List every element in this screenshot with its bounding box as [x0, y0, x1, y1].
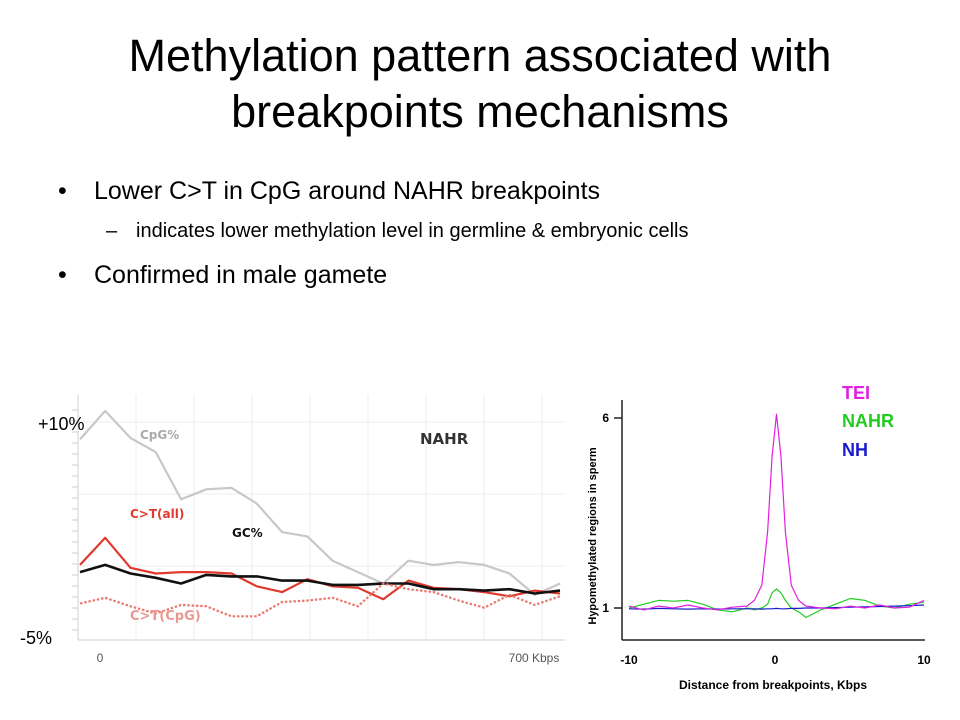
sub-bullet-1: indicates lower methylation level in ger…: [58, 216, 938, 246]
left-series-line-0: [79, 409, 561, 597]
series-label-cpg: CpG%: [140, 428, 179, 442]
right-series-group: [628, 413, 925, 619]
x-tick-label-0: 0: [772, 653, 779, 667]
left-y-ticks: [72, 409, 78, 631]
series-label-gc: GC%: [232, 526, 263, 540]
legend-nh: NH: [842, 440, 868, 460]
right-x-axis-label: Distance from breakpoints, Kbps: [679, 678, 867, 692]
title-line-2: breakpoints mechanisms: [231, 86, 729, 137]
y-tick-label-6: 6: [602, 411, 609, 425]
x-tick-label-10: 10: [917, 653, 931, 667]
left-series-group: [79, 409, 561, 618]
series-label-ct-all: C>T(all): [130, 507, 184, 521]
bullet-list: Lower C>T in CpG around NAHR breakpoints…: [58, 172, 938, 294]
slide-title: Methylation pattern associated with brea…: [0, 28, 960, 140]
left-x-start-label: 0: [97, 651, 104, 665]
left-y-bottom-label: -5%: [20, 628, 52, 648]
series-label-ct-cpg: C>T(CpG): [130, 609, 201, 624]
left-y-top-label: +10%: [38, 414, 85, 434]
bullet-1: Lower C>T in CpG around NAHR breakpoints: [58, 172, 938, 210]
x-tick-label-minus10: -10: [620, 653, 638, 667]
right-y-axis-label: Hypomethylated regions in sperm: [587, 447, 599, 624]
left-grid: [78, 395, 565, 640]
bullet-2: Confirmed in male gamete: [58, 256, 938, 294]
legend-nahr: NAHR: [842, 411, 894, 431]
left-chart-title: NAHR: [420, 430, 469, 448]
left-x-end-label: 700 Kbps: [509, 651, 560, 665]
y-tick-label-1: 1: [602, 601, 609, 615]
left-series-line-2: [79, 563, 561, 595]
title-line-1: Methylation pattern associated with: [128, 30, 832, 81]
right-series-line-0: [628, 413, 925, 611]
right-series-line-1: [628, 588, 925, 619]
legend-tei: TEI: [842, 383, 870, 403]
left-series-line-3: [79, 582, 561, 618]
